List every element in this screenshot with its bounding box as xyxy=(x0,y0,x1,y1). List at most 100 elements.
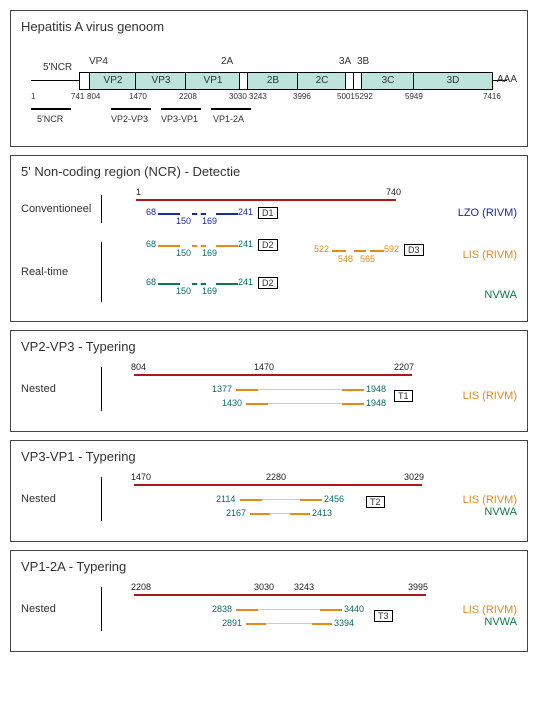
conn-line xyxy=(266,623,312,624)
tag-t3: T3 xyxy=(374,610,393,622)
panel-vp2vp3: VP2-VP3 - Typering Nested 804 1470 2207 … xyxy=(10,330,528,432)
tick: 5949 xyxy=(405,92,423,101)
org-column: LIS (RIVM) xyxy=(439,364,517,419)
conn-line xyxy=(258,609,320,610)
primer-line xyxy=(216,245,238,247)
label-3a: 3A xyxy=(339,56,351,67)
primer-line xyxy=(312,623,332,625)
primer-line xyxy=(158,283,180,285)
num: 1377 xyxy=(212,384,232,394)
num: 2838 xyxy=(212,604,232,614)
primer-line xyxy=(236,609,258,611)
divider xyxy=(101,367,102,411)
num: 3995 xyxy=(408,582,428,592)
box-2c: 2C xyxy=(297,72,347,90)
diagram-area: 804 1470 2207 1377 1948 1430 1948 T1 xyxy=(116,364,439,419)
probe-line xyxy=(192,283,206,285)
panel-title: VP3-VP1 - Typering xyxy=(21,449,517,464)
primer-line xyxy=(246,403,268,405)
diagram-area: 1 740 68 150 169 241 D1 68 150 169 241 D… xyxy=(116,189,439,309)
region-label: VP3-VP1 xyxy=(161,114,198,124)
primer-line xyxy=(216,283,238,285)
method-label: Nested xyxy=(21,603,101,615)
org-label: NVWA xyxy=(439,506,517,518)
method-column: Nested xyxy=(21,364,116,419)
org-label: LIS (RIVM) xyxy=(439,364,517,402)
probe-line xyxy=(192,245,206,247)
primer-line xyxy=(240,499,262,501)
num: 1948 xyxy=(366,384,386,394)
panel-genome: Hepatitis A virus genoom 5'NCR VP4 2A 3A… xyxy=(10,10,528,147)
primer-line xyxy=(246,623,266,625)
primer-line xyxy=(332,250,346,252)
probe-line xyxy=(192,213,206,215)
region-label: 5'NCR xyxy=(37,114,63,124)
num: 2114 xyxy=(216,494,235,504)
conn-line xyxy=(258,389,342,390)
region-label: VP1-2A xyxy=(213,114,244,124)
num: 1470 xyxy=(131,472,151,482)
num: 68 xyxy=(146,207,156,217)
divider xyxy=(101,587,102,631)
num: 2456 xyxy=(324,494,344,504)
label-aaa: AAA xyxy=(497,74,517,85)
ref-line xyxy=(134,374,412,376)
num: 68 xyxy=(146,277,156,287)
box-3c: 3C xyxy=(361,72,415,90)
primer-line xyxy=(290,513,310,515)
divider xyxy=(101,477,102,521)
org-label: NVWA xyxy=(439,279,517,309)
label-5ncr: 5'NCR xyxy=(43,62,72,73)
primer-line xyxy=(216,213,238,215)
label-3b: 3B xyxy=(357,56,369,67)
num: 3029 xyxy=(404,472,424,482)
num: 1948 xyxy=(366,398,386,408)
panel-vp12a: VP1-2A - Typering Nested 2208 3030 3243 … xyxy=(10,550,528,652)
primer-line xyxy=(300,499,322,501)
primer-line xyxy=(236,389,258,391)
num: 804 xyxy=(131,362,146,372)
num: 169 xyxy=(202,248,217,258)
method-label: Nested xyxy=(21,383,101,395)
tag-t2: T2 xyxy=(366,496,385,508)
tag-d3: D3 xyxy=(404,244,424,256)
panel-title: Hepatitis A virus genoom xyxy=(21,19,517,34)
primer-line xyxy=(158,213,180,215)
method-column: Conventioneel Real-time xyxy=(21,189,116,309)
num: 2891 xyxy=(222,618,242,628)
num: 592 xyxy=(384,244,399,254)
num: 2207 xyxy=(394,362,414,372)
org-label: LZO (RIVM) xyxy=(439,189,517,237)
divider xyxy=(101,195,102,223)
org-column: LIS (RIVM) NVWA xyxy=(439,584,517,639)
method-label: Conventioneel xyxy=(21,203,101,215)
primer-line xyxy=(342,403,364,405)
conn-line xyxy=(268,403,342,404)
num: 241 xyxy=(238,239,253,249)
box-3d: 3D xyxy=(413,72,493,90)
tick: 5292 xyxy=(355,92,373,101)
ref-line xyxy=(134,594,426,596)
ref-line xyxy=(136,199,396,201)
box-vp1: VP1 xyxy=(185,72,241,90)
org-label: LIS (RIVM) xyxy=(439,237,517,279)
tag-d2b: D2 xyxy=(258,277,278,289)
num: 522 xyxy=(314,244,329,254)
tag-t1: T1 xyxy=(394,390,413,402)
num: 2413 xyxy=(312,508,332,518)
divider xyxy=(101,242,102,302)
tag-d1: D1 xyxy=(258,207,278,219)
region-bar xyxy=(111,108,151,110)
panel-title: VP2-VP3 - Typering xyxy=(21,339,517,354)
box-2b: 2B xyxy=(247,72,299,90)
primer-line xyxy=(320,609,342,611)
num: 3440 xyxy=(344,604,364,614)
num: 150 xyxy=(176,216,191,226)
num: 3243 xyxy=(294,582,314,592)
method-label: Nested xyxy=(21,493,101,505)
panel-vp3vp1: VP3-VP1 - Typering Nested 1470 2280 3029… xyxy=(10,440,528,542)
tick: 1 xyxy=(31,92,35,101)
num: 68 xyxy=(146,239,156,249)
label-vp4: VP4 xyxy=(89,56,108,67)
box-vp3: VP3 xyxy=(135,72,187,90)
